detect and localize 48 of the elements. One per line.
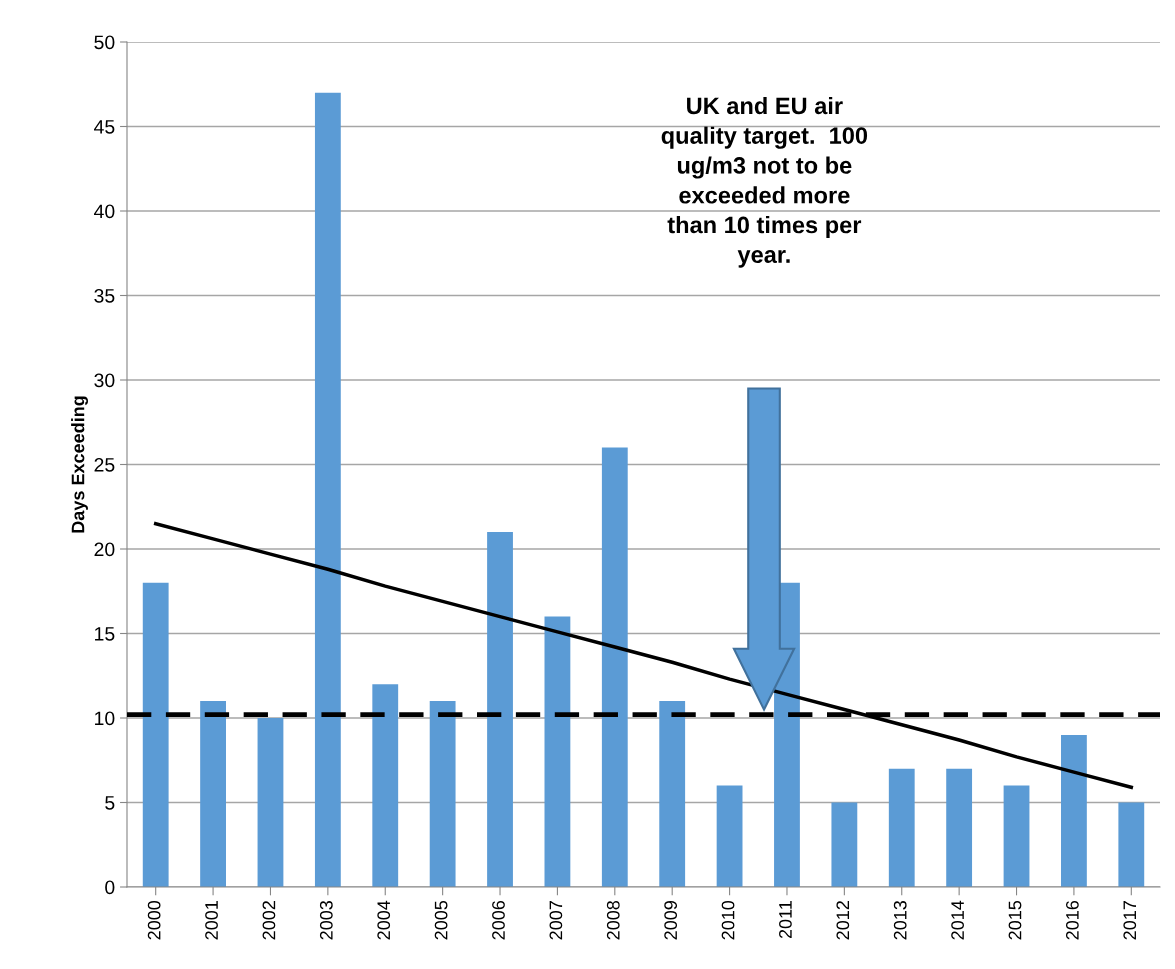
bar <box>429 701 456 887</box>
x-tick-label: 2000 <box>147 900 161 940</box>
x-tick-label: 2013 <box>893 900 907 940</box>
bar <box>946 768 973 887</box>
bar <box>659 701 686 887</box>
y-axis-title: Days Exceeding <box>71 396 89 533</box>
y-tick-label: 40 <box>94 204 115 219</box>
bar <box>200 701 226 887</box>
x-tick-label: 2017 <box>1123 901 1137 940</box>
x-tick-label: 2009 <box>664 901 678 940</box>
y-tick-label: 25 <box>94 457 115 472</box>
x-tick-label: 2008 <box>606 900 620 940</box>
x-tick-label: 2007 <box>549 901 563 940</box>
x-tick-label: 2015 <box>1008 900 1022 940</box>
bar <box>372 684 399 887</box>
bar <box>1061 734 1087 887</box>
y-tick-label: 45 <box>94 120 115 134</box>
bar <box>601 447 628 887</box>
y-tick-label: 5 <box>105 796 115 810</box>
x-tick-label: 2001 <box>205 901 218 940</box>
y-tick-label: 50 <box>94 35 115 50</box>
y-tick-label: 35 <box>94 288 115 303</box>
x-tick-label: 2010 <box>721 900 735 940</box>
bar <box>487 532 513 887</box>
x-tick-label: 2004 <box>377 900 391 940</box>
bar <box>831 802 858 887</box>
y-tick-label: 0 <box>105 880 115 895</box>
bar <box>716 785 743 887</box>
x-tick-label: 2005 <box>434 900 448 940</box>
bar <box>257 718 284 887</box>
x-tick-label: 2016 <box>1065 900 1079 940</box>
x-tick-label: 2003 <box>319 900 333 940</box>
bar <box>544 616 571 887</box>
annotation: UK and EU air quality target. 100 ug/m3 not to be exceeded more than 10 times per year. <box>661 96 868 268</box>
x-tick-label: 2006 <box>492 900 505 940</box>
x-tick-label: 2011 <box>779 901 792 939</box>
x-tick-label: 2014 <box>951 900 964 940</box>
x-tick-label: 2012 <box>836 901 850 940</box>
y-tick-label: 30 <box>94 373 115 388</box>
bar <box>142 582 169 887</box>
bar <box>314 92 341 887</box>
y-tick-label: 15 <box>95 627 115 641</box>
y-tick-label: 10 <box>95 711 115 726</box>
bar <box>1003 785 1030 887</box>
bar <box>888 768 915 887</box>
bar <box>1118 802 1145 887</box>
x-tick-label: 2002 <box>262 901 276 940</box>
y-tick-label: 20 <box>94 542 115 557</box>
